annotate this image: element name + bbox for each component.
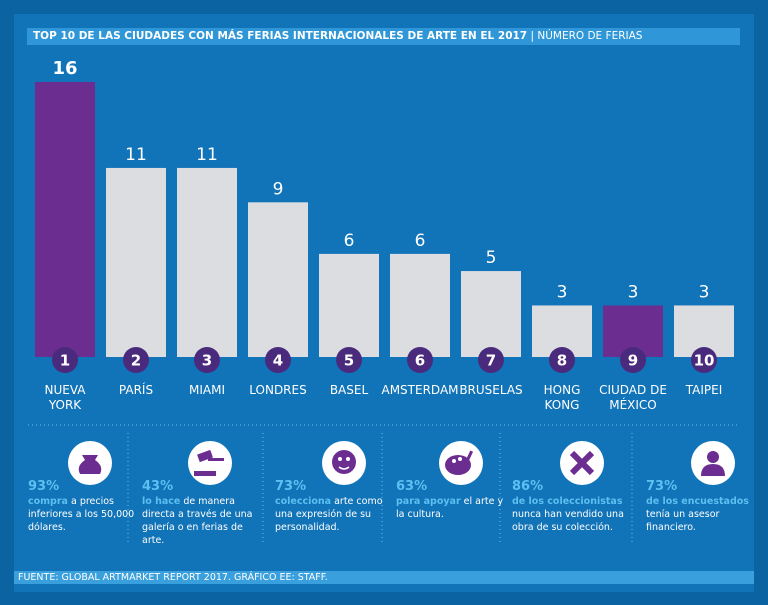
rank-badge xyxy=(194,347,220,373)
stat: 93% compra a precios inferiores a los 50,… xyxy=(28,478,140,534)
stat-text: a precios inferiores a los 50,000 dólare… xyxy=(28,496,135,533)
value-label: 5 xyxy=(486,248,497,268)
bar xyxy=(319,253,379,357)
stat: 73% de los encuestados tenía un asesor fi… xyxy=(646,478,758,534)
value-label: 3 xyxy=(699,282,710,302)
rank-label: 7 xyxy=(486,352,496,370)
bar xyxy=(106,167,166,357)
category-label: HONG KONG xyxy=(543,383,581,412)
bar xyxy=(461,271,521,357)
category-label: AMSTERDAM xyxy=(381,383,459,397)
rank-badge xyxy=(123,347,149,373)
stat-highlight: lo hace xyxy=(142,496,181,507)
stat: 73% colecciona arte como una expresión de… xyxy=(275,478,387,534)
bar xyxy=(248,202,308,357)
stat-percent: 63% xyxy=(396,479,428,494)
stat-text: arte como una expresión de su personalid… xyxy=(275,496,383,533)
stat-percent: 93% xyxy=(28,479,60,494)
stat-highlight: de los coleccionistas xyxy=(512,496,623,507)
value-label: 16 xyxy=(52,58,77,79)
stat-highlight: de los encuestados xyxy=(646,496,749,507)
bar xyxy=(35,82,95,357)
stat-text: tenía un asesor financiero. xyxy=(646,509,720,533)
rank-label: 2 xyxy=(131,352,141,370)
category-label: BASEL xyxy=(329,383,369,397)
rank-label: 4 xyxy=(273,352,283,370)
rank-badge xyxy=(549,347,575,373)
stat: 86% de los coleccionistas nunca han vendi… xyxy=(512,478,624,534)
rank-badge xyxy=(336,347,362,373)
rank-badge xyxy=(691,347,717,373)
value-label: 6 xyxy=(344,231,355,251)
rank-badge xyxy=(620,347,646,373)
stat-highlight: para apoyar xyxy=(396,496,461,507)
column-separators xyxy=(127,433,633,545)
stat-text: el arte y la cultura. xyxy=(396,496,504,520)
rank-label: 10 xyxy=(694,352,715,370)
rank-label: 8 xyxy=(557,352,567,370)
rank-label: 5 xyxy=(344,352,354,370)
category-label: CIUDAD DE MÉXICO xyxy=(599,383,667,412)
stat-percent: 86% xyxy=(512,479,544,494)
rank-badge xyxy=(478,347,504,373)
value-label: 9 xyxy=(273,179,284,199)
stat-text: nunca han vendido una obra de su colecci… xyxy=(512,509,624,533)
stat: 63% para apoyar el arte y la cultura. xyxy=(396,478,508,521)
stat-text: de manera directa a través de una galerí… xyxy=(142,496,253,546)
rank-label: 9 xyxy=(628,352,638,370)
stat-highlight: colecciona xyxy=(275,496,332,507)
rank-label: 1 xyxy=(60,352,70,370)
bar xyxy=(177,167,237,357)
stat-highlight: compra xyxy=(28,496,68,507)
value-label: 11 xyxy=(196,145,218,165)
stat-percent: 73% xyxy=(275,479,307,494)
category-label: TAIPEI xyxy=(685,383,723,397)
stat: 43% lo hace de manera directa a través de… xyxy=(142,478,254,547)
bar xyxy=(390,253,450,357)
value-label: 3 xyxy=(628,282,639,302)
rank-badge xyxy=(407,347,433,373)
title-strip: TOP 10 DE LAS CIUDADES CON MÁS FERIAS IN… xyxy=(27,28,740,45)
category-label: PARÍS xyxy=(118,383,154,397)
category-label: NUEVA YORK xyxy=(44,383,86,412)
icons xyxy=(68,441,735,485)
rank-label: 6 xyxy=(415,352,425,370)
value-label: 11 xyxy=(125,145,147,165)
category-label: LONDRES xyxy=(249,383,307,397)
chart-subtitle: | NÚMERO DE FERIAS xyxy=(530,30,643,42)
rank-label: 3 xyxy=(202,352,212,370)
category-label: BRUSELAS xyxy=(459,383,523,397)
rank-badge xyxy=(52,347,78,373)
stat-percent: 43% xyxy=(142,479,174,494)
chart-title: TOP 10 DE LAS CIUDADES CON MÁS FERIAS IN… xyxy=(33,30,528,42)
footer: FUENTE: GLOBAL ARTMARKET REPORT 2017. GR… xyxy=(14,571,754,584)
category-label: MIAMI xyxy=(189,383,225,397)
value-label: 3 xyxy=(557,282,568,302)
value-label: 6 xyxy=(415,231,426,251)
stat-percent: 73% xyxy=(646,479,678,494)
rank-badge xyxy=(265,347,291,373)
